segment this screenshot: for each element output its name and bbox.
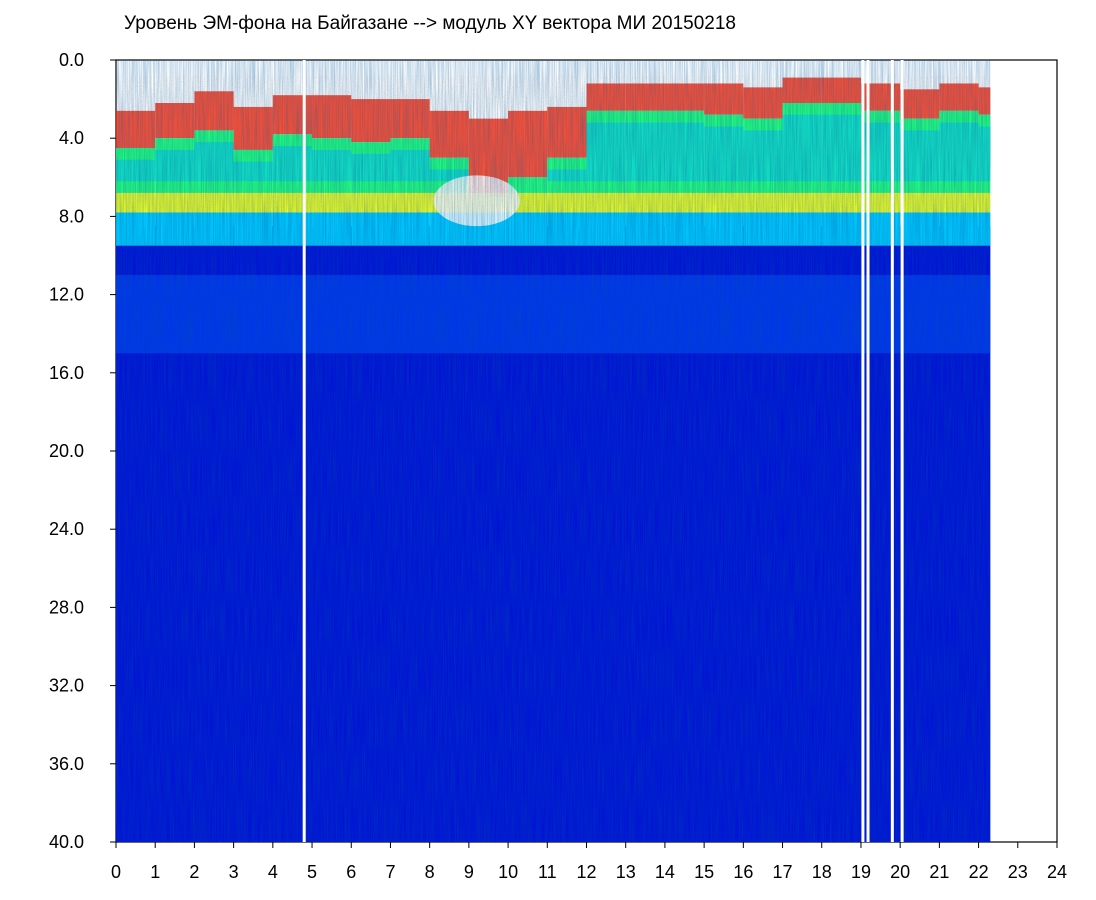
- x-tick-label: 9: [464, 862, 474, 882]
- data-gap: [861, 60, 865, 842]
- x-axis: 0 1 2 3 4 5 6 7 8 9 10 11 12 13 14 15 16 17 18 19 20 21 22 23 24: [111, 842, 1067, 882]
- y-tick-label: 32.0: [49, 676, 84, 696]
- x-tick-label: 7: [385, 862, 395, 882]
- heatmap-area: [116, 60, 991, 842]
- x-tick-label: 18: [812, 862, 832, 882]
- data-gap: [866, 60, 870, 842]
- y-tick-label: 24.0: [49, 519, 84, 539]
- y-tick-label: 0.0: [59, 50, 84, 70]
- x-tick-label: 23: [1008, 862, 1028, 882]
- y-tick-label: 40.0: [49, 832, 84, 852]
- y-tick-label: 28.0: [49, 597, 84, 617]
- y-tick-label: 12.0: [49, 285, 84, 305]
- data-gap: [890, 60, 894, 842]
- x-tick-label: 10: [498, 862, 518, 882]
- x-tick-label: 5: [307, 862, 317, 882]
- x-tick-label: 3: [229, 862, 239, 882]
- y-tick-label: 16.0: [49, 363, 84, 383]
- x-tick-label: 14: [655, 862, 675, 882]
- chart-title: Уровень ЭМ-фона на Байгазане --> модуль …: [124, 13, 736, 34]
- x-tick-label: 11: [538, 862, 557, 882]
- x-tick-label: 13: [616, 862, 636, 882]
- x-tick-label: 22: [969, 862, 989, 882]
- x-tick-label: 19: [851, 862, 871, 882]
- heatmap-speckle: [116, 75, 991, 213]
- data-gap: [900, 60, 904, 842]
- x-tick-label: 20: [890, 862, 910, 882]
- x-tick-label: 24: [1047, 862, 1067, 882]
- y-tick-label: 36.0: [49, 754, 84, 774]
- x-tick-label: 6: [346, 862, 356, 882]
- x-tick-label: 8: [425, 862, 435, 882]
- x-tick-label: 2: [189, 862, 199, 882]
- y-tick-label: 8.0: [59, 206, 84, 226]
- x-tick-label: 4: [268, 862, 278, 882]
- y-tick-label: 20.0: [49, 441, 84, 461]
- x-tick-label: 12: [576, 862, 596, 882]
- y-axis: 0.0 4.0 8.0 12.0 16.0 20.0 24.0 28.0 32.0 36.0 40.…: [49, 50, 116, 852]
- x-tick-label: 16: [733, 862, 753, 882]
- x-tick-label: 15: [694, 862, 714, 882]
- x-tick-label: 0: [111, 862, 121, 882]
- y-tick-label: 4.0: [59, 128, 84, 148]
- x-tick-label: 17: [773, 862, 793, 882]
- x-tick-label: 1: [150, 862, 160, 882]
- x-tick-label: 21: [929, 862, 949, 882]
- data-gap: [302, 60, 306, 842]
